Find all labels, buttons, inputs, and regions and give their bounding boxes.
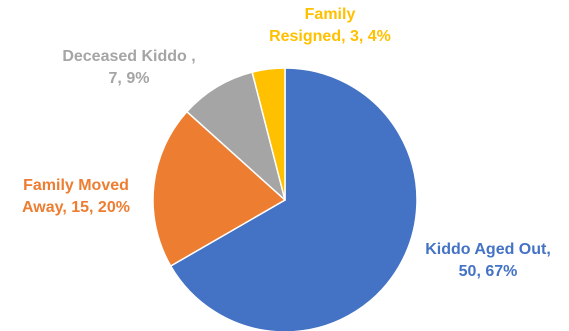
label-family-resigned-line2: Resigned, 3, 4% (269, 28, 391, 45)
label-deceased-kiddo-line2: 7, 9% (108, 70, 150, 87)
label-kiddo-aged-out-line1: Kiddo Aged Out, (425, 241, 551, 258)
label-family-resigned: Family Resigned, 3, 4% (265, 4, 395, 48)
pie-slices (152, 67, 418, 331)
pie-slice-family-moved-away (152, 110, 286, 267)
label-family-moved-away-line1: Family Moved (23, 177, 129, 194)
label-deceased-kiddo-line1: Deceased Kiddo , (62, 48, 196, 65)
label-family-resigned-line1: Family (304, 6, 356, 23)
pie-slice-kiddo-aged-out (169, 67, 418, 331)
label-kiddo-aged-out: Kiddo Aged Out, 50, 67% (418, 239, 558, 283)
pie-slice-deceased-kiddo (186, 71, 286, 201)
label-kiddo-aged-out-line2: 50, 67% (458, 263, 518, 280)
pie-slice-family-resigned (251, 67, 286, 201)
label-family-moved-away: Family Moved Away, 15, 20% (2, 175, 150, 219)
label-deceased-kiddo: Deceased Kiddo , 7, 9% (54, 46, 204, 90)
label-family-moved-away-line2: Away, 15, 20% (22, 199, 130, 216)
